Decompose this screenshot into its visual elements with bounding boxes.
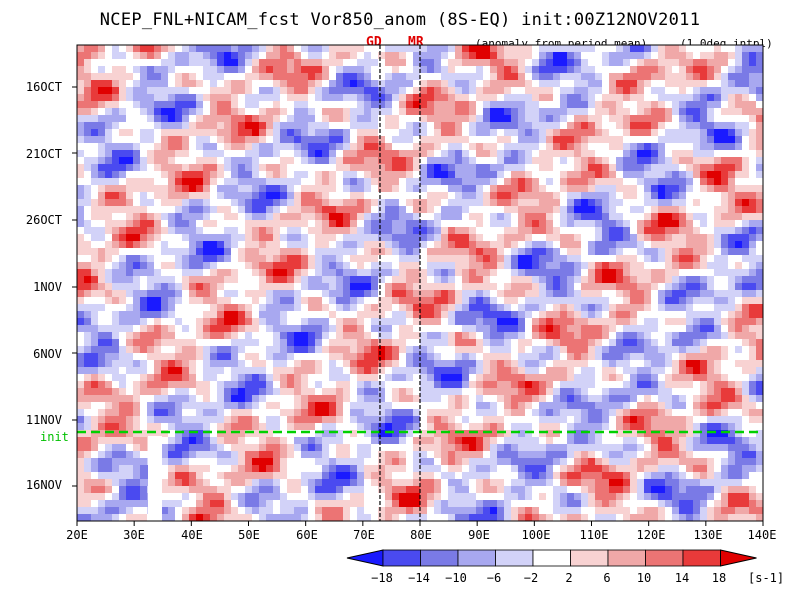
colorbar-label: −10	[445, 571, 467, 585]
colorbar-arrow-low	[346, 549, 384, 567]
colorbar-unit: [s-1]	[748, 571, 785, 585]
colorbar-label: −14	[408, 571, 430, 585]
y-tick-label: 16NOV	[25, 478, 62, 492]
colorbar-swatch	[532, 549, 571, 567]
colorbar-label: 14	[674, 571, 690, 585]
x-tick-label: 60E	[296, 528, 318, 542]
colorbar-label: −2	[523, 571, 539, 585]
x-tick-label: 130E	[693, 528, 723, 542]
x-tick-label: 20E	[66, 528, 88, 542]
colorbar-swatch	[682, 549, 721, 567]
chart-title: NCEP_FNL+NICAM_fcst Vor850_anom (8S-EQ) …	[99, 10, 701, 30]
y-tick-label: 16OCT	[25, 80, 62, 94]
colorbar-swatch	[607, 549, 646, 567]
x-tick-label: 100E	[521, 528, 551, 542]
colorbar-label: −18	[371, 571, 393, 585]
x-tick-label: 40E	[181, 528, 203, 542]
x-tick-label: 120E	[636, 528, 666, 542]
colorbar-arrow-high	[720, 549, 757, 567]
init-label: init	[40, 430, 69, 444]
x-tick-label: 80E	[410, 528, 432, 542]
x-tick-label: 110E	[579, 528, 609, 542]
colorbar-swatch	[570, 549, 609, 567]
colorbar-swatch	[495, 549, 534, 567]
colorbar-swatch	[457, 549, 496, 567]
x-tick-label: 50E	[238, 528, 260, 542]
y-tick-label: 1NOV	[33, 280, 62, 294]
y-tick-label: 21OCT	[25, 147, 62, 161]
y-tick-label: 6NOV	[33, 347, 62, 361]
y-tick-label: 11NOV	[25, 413, 62, 427]
x-tick-label: 140E	[747, 528, 777, 542]
x-tick-label: 90E	[468, 528, 490, 542]
x-tick-label: 30E	[123, 528, 145, 542]
colorbar-label: 10	[636, 571, 652, 585]
colorbar-label: 18	[711, 571, 727, 585]
colorbar-label: −6	[486, 571, 502, 585]
colorbar-label: 6	[603, 571, 611, 585]
colorbar-swatch	[382, 549, 421, 567]
colorbar-label: 2	[565, 571, 573, 585]
y-tick-label: 26OCT	[25, 213, 62, 227]
colorbar-swatch	[420, 549, 459, 567]
colorbar-swatch	[645, 549, 684, 567]
x-tick-label: 70E	[353, 528, 375, 542]
